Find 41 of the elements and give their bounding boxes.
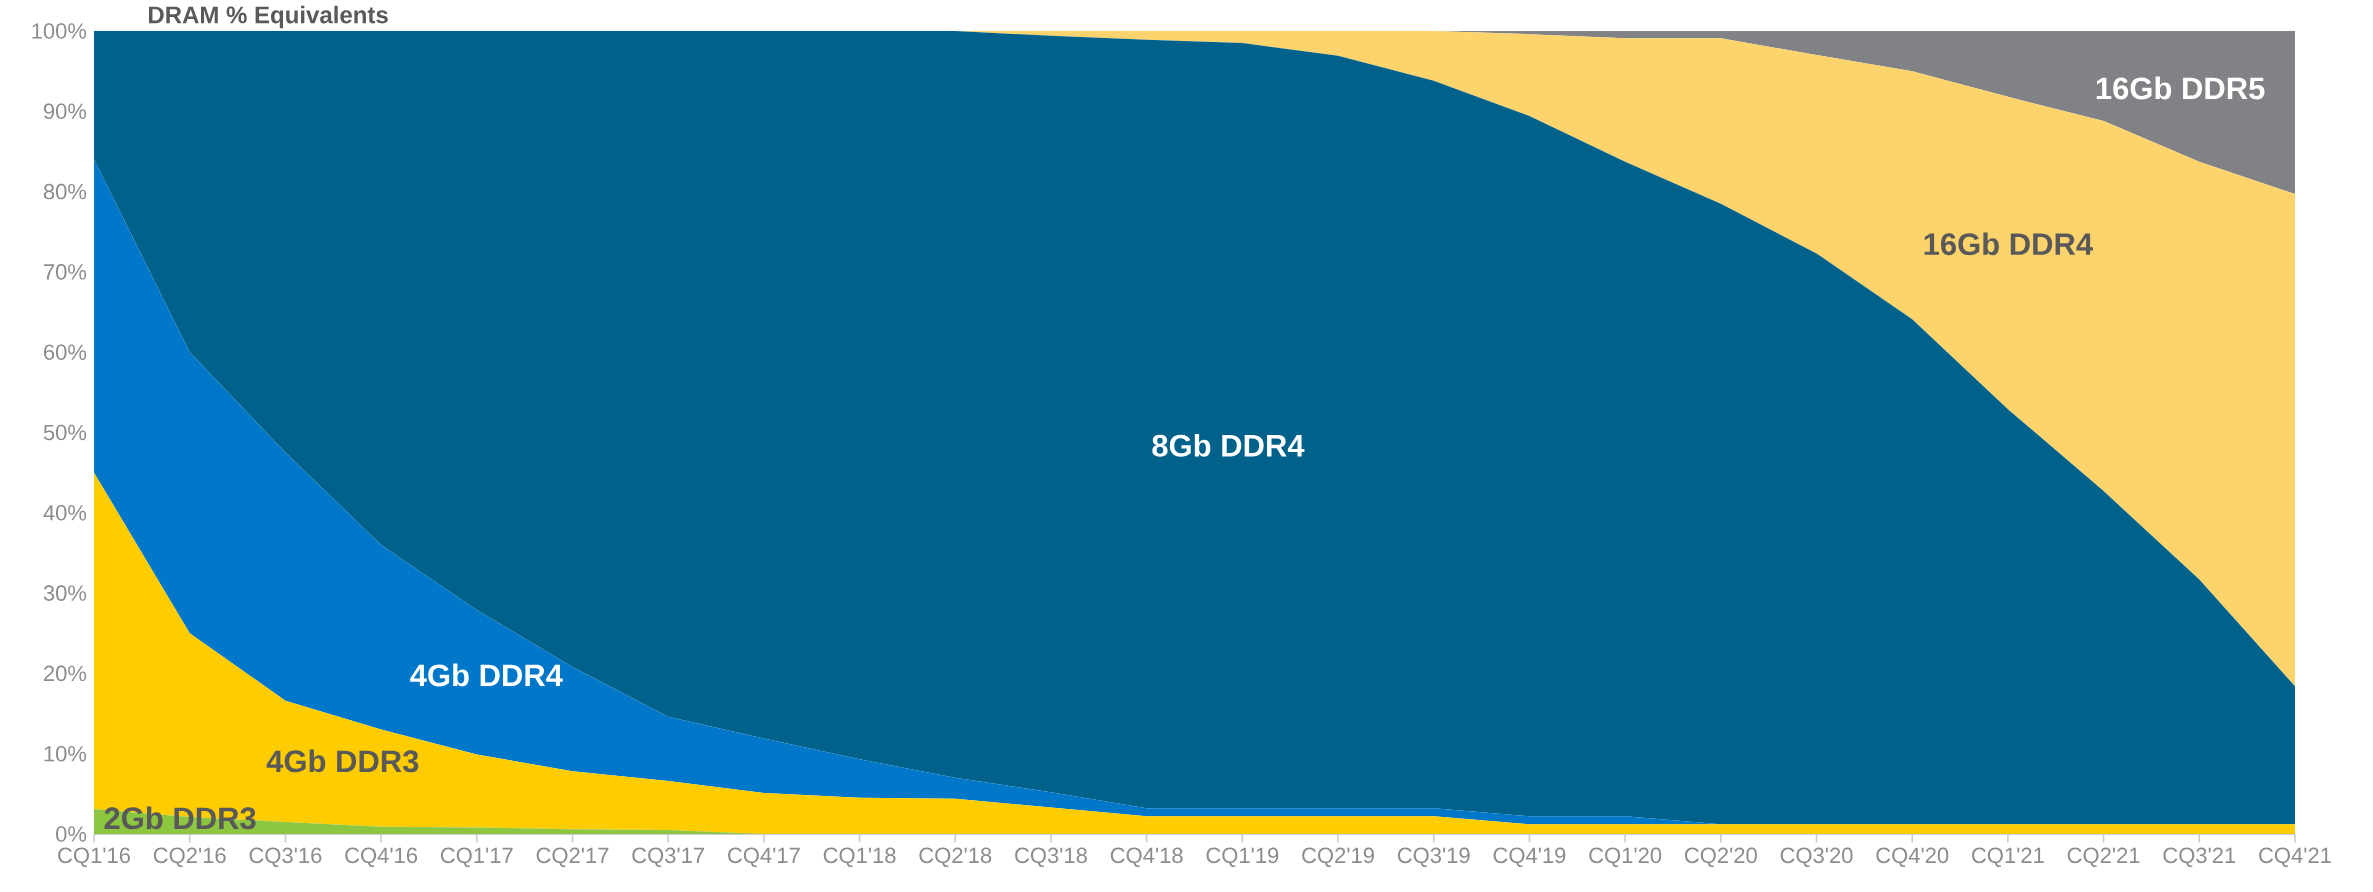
y-tick-label: 20%: [44, 665, 87, 682]
x-tick-label: CQ4'21: [2259, 847, 2331, 868]
x-tick-label: CQ3'17: [632, 847, 705, 868]
x-tick-label: CQ2'18: [919, 847, 992, 868]
x-tick-label: CQ4'17: [728, 847, 800, 868]
x-tick-label: CQ4'16: [345, 847, 418, 868]
x-tick-label: CQ3'18: [1015, 847, 1087, 868]
x-tick-label: CQ2'20: [1684, 847, 1757, 868]
chart-subtitle: DRAM % Equivalents: [149, 5, 388, 29]
y-tick-label: 30%: [43, 585, 87, 601]
x-tick-label: CQ2'16: [153, 847, 226, 868]
x-tick-label: CQ1'20: [1589, 847, 1662, 868]
x-tick-label: CQ2'19: [1302, 847, 1374, 868]
y-tick-label: 0%: [55, 826, 87, 842]
x-tick-label: CQ4'19: [1493, 847, 1566, 868]
x-tick-label: CQ1'19: [1206, 847, 1279, 868]
x-tick-label: CQ2'17: [536, 847, 609, 868]
y-tick-label: 10%: [44, 745, 87, 762]
y-tick-label: 70%: [44, 264, 87, 280]
series-label: 16Gb DDR4: [1924, 232, 2093, 256]
y-tick-label: 80%: [43, 183, 87, 200]
x-tick-label: CQ1'18: [823, 847, 896, 868]
y-tick-label: 40%: [43, 505, 87, 521]
x-tick-label: CQ3'19: [1397, 847, 1470, 868]
x-tick-label: CQ2'21: [2067, 847, 2140, 868]
y-tick-label: 90%: [43, 103, 87, 120]
x-tick-label: CQ1'17: [440, 847, 513, 868]
series-label: 8Gb DDR4: [1152, 433, 1305, 457]
x-tick-label: CQ4'18: [1110, 847, 1183, 868]
y-tick-label: 100%: [32, 23, 87, 39]
x-tick-label: CQ1'21: [1972, 847, 2044, 868]
x-tick-label: CQ3'16: [249, 847, 322, 868]
y-tick-label: 50%: [43, 424, 87, 441]
series-label: 4Gb DDR4: [410, 663, 563, 687]
x-tick-label: CQ3'21: [2163, 847, 2236, 868]
x-tick-label: CQ1'16: [58, 847, 130, 868]
series-label: 16Gb DDR5: [2096, 76, 2265, 100]
x-tick-label: CQ4'20: [1876, 847, 1949, 868]
series-label: 4Gb DDR3: [266, 749, 419, 773]
x-tick-label: CQ3'20: [1780, 847, 1853, 868]
y-tick-label: 60%: [44, 344, 87, 360]
